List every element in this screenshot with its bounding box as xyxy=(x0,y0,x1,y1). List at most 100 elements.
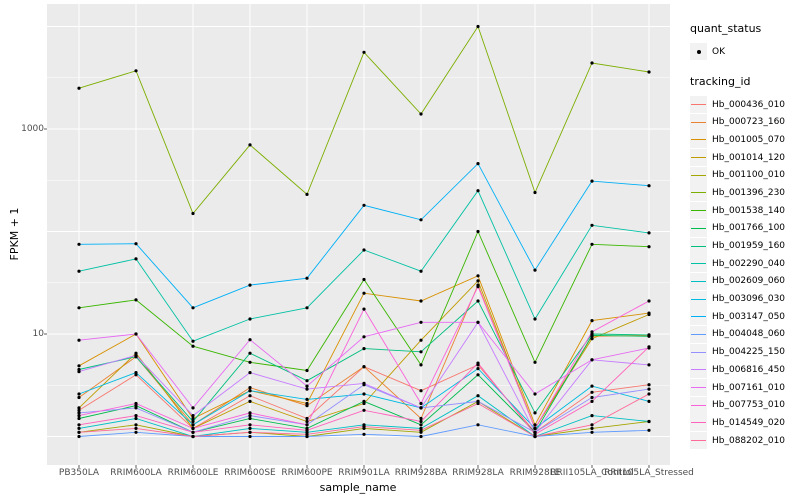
data-point xyxy=(305,423,309,427)
data-point xyxy=(305,401,309,406)
data-point xyxy=(134,430,138,434)
data-point xyxy=(476,394,480,398)
data-point xyxy=(134,371,138,375)
data-point xyxy=(533,268,537,272)
data-point xyxy=(419,434,423,439)
legend-item-Hb_000436_010: Hb_000436_010 xyxy=(690,96,798,114)
legend-key-swatch xyxy=(690,379,707,397)
data-point xyxy=(647,312,651,317)
data-point xyxy=(191,430,195,434)
data-point xyxy=(305,434,309,439)
legend-key-swatch xyxy=(690,113,707,131)
data-point xyxy=(191,416,195,421)
data-point xyxy=(248,360,252,364)
legend-item-Hb_006816_450: Hb_006816_450 xyxy=(690,361,798,379)
data-point xyxy=(134,298,138,302)
data-point xyxy=(476,373,480,377)
data-point xyxy=(647,299,651,303)
data-point xyxy=(590,179,594,183)
data-point xyxy=(647,231,651,235)
data-point xyxy=(77,406,81,410)
data-point xyxy=(77,242,81,246)
data-point xyxy=(647,333,651,337)
data-point xyxy=(419,428,423,432)
data-point xyxy=(590,384,594,388)
data-point xyxy=(248,283,252,287)
data-point xyxy=(362,425,366,429)
legend-item-label: Hb_003147_050 xyxy=(712,311,786,322)
data-point xyxy=(248,143,252,147)
data-point xyxy=(305,432,309,436)
legend-line-icon xyxy=(691,404,706,406)
legend-line-icon xyxy=(691,104,706,106)
legend-item-Hb_088202_010: Hb_088202_010 xyxy=(690,432,798,450)
data-point xyxy=(362,248,366,252)
legend-tracking-id: tracking_id Hb_000436_010 Hb_000723_160 Hb… xyxy=(690,75,798,450)
data-point xyxy=(191,419,195,424)
data-point xyxy=(77,426,81,430)
data-point xyxy=(305,387,309,391)
data-point xyxy=(476,320,480,324)
data-point xyxy=(305,428,309,432)
data-point xyxy=(248,386,252,390)
data-point xyxy=(362,50,366,54)
legend-line-icon xyxy=(691,174,706,176)
data-point xyxy=(590,430,594,434)
legend-quant-status: quant_status OK xyxy=(690,22,798,61)
data-point xyxy=(248,434,252,439)
data-point xyxy=(305,416,309,421)
legend-key-swatch xyxy=(690,149,707,167)
data-point xyxy=(305,368,309,373)
data-point xyxy=(362,365,366,369)
data-point xyxy=(476,229,480,234)
data-point xyxy=(191,344,195,348)
legend-tracking-items: Hb_000436_010 Hb_000723_160 Hb_001005_070 H… xyxy=(690,96,798,450)
x-tick-label-RRIM600LA: RRIM600LA xyxy=(110,468,162,478)
data-point xyxy=(191,406,195,410)
data-point xyxy=(248,423,252,427)
data-point xyxy=(134,353,138,357)
legend-key-ok xyxy=(690,43,707,61)
data-point xyxy=(248,399,252,403)
data-point xyxy=(647,399,651,403)
legend-quant-status-title: quant_status xyxy=(690,22,762,35)
legend-line-icon xyxy=(691,440,706,442)
data-point xyxy=(191,306,195,310)
data-point xyxy=(77,408,81,412)
legend-item-Hb_002609_060: Hb_002609_060 xyxy=(690,272,798,291)
data-point xyxy=(533,317,537,321)
data-point xyxy=(647,383,651,387)
y-axis-title: FPKM + 1 xyxy=(8,207,21,261)
data-point xyxy=(191,339,195,343)
legend-item-label: Hb_001766_100 xyxy=(712,223,786,234)
data-point xyxy=(533,360,537,364)
data-point xyxy=(590,319,594,323)
data-point xyxy=(476,367,480,371)
data-point xyxy=(191,211,195,216)
data-point xyxy=(362,392,366,396)
data-point xyxy=(191,423,195,427)
x-tick-label-RRIM928BA: RRIM928BA xyxy=(394,468,448,478)
legend-item-label: Hb_002609_060 xyxy=(712,276,786,287)
data-point xyxy=(533,434,537,439)
data-point xyxy=(647,184,651,188)
data-point xyxy=(77,395,81,400)
data-point xyxy=(362,335,366,339)
data-point xyxy=(590,390,594,394)
data-point xyxy=(134,373,138,377)
data-point xyxy=(248,338,252,342)
legend-key-swatch xyxy=(690,131,707,149)
data-point xyxy=(134,414,138,418)
y-tick-label-1000: 1000 xyxy=(21,124,44,134)
legend-item-Hb_003147_050: Hb_003147_050 xyxy=(690,308,798,326)
data-point xyxy=(590,61,594,65)
legend-key-swatch xyxy=(690,219,707,237)
data-point xyxy=(248,351,252,355)
x-tick-label-RRII105LA_Control: RRII105LA_Control xyxy=(550,468,634,478)
data-point xyxy=(77,416,81,421)
data-point xyxy=(419,416,423,421)
data-point xyxy=(419,363,423,367)
legend-key-swatch xyxy=(690,396,707,414)
legend-key-swatch xyxy=(690,255,707,273)
data-point xyxy=(476,24,480,29)
